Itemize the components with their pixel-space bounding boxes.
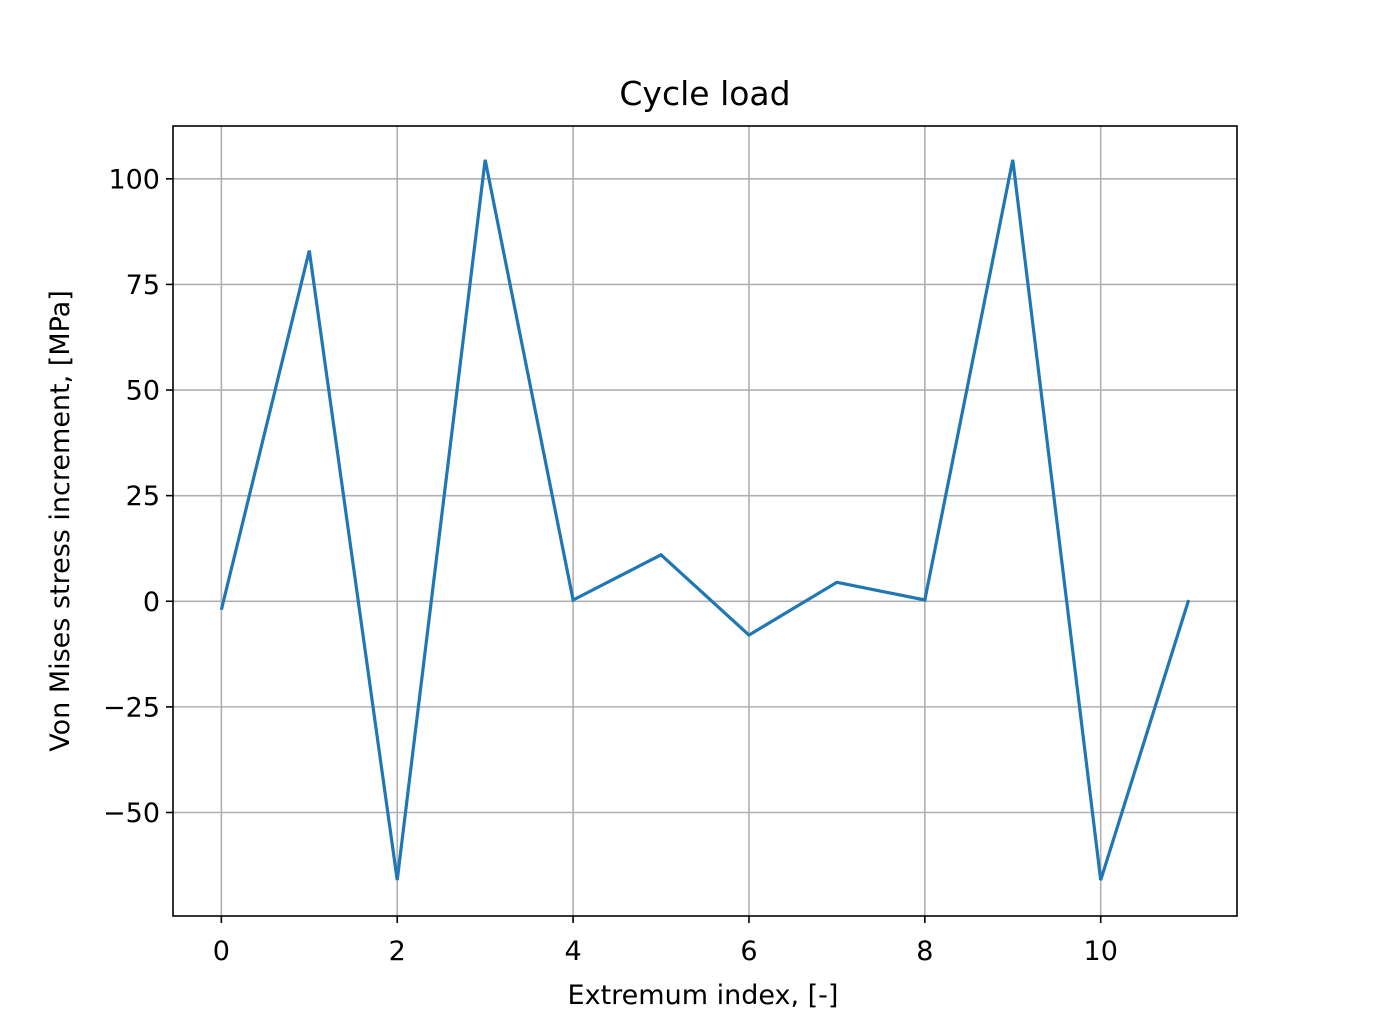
y-tick-label: 75 xyxy=(126,270,160,301)
x-tick-label: 6 xyxy=(740,936,757,967)
y-tick-label: 25 xyxy=(126,481,160,512)
y-tick-label: 0 xyxy=(143,587,160,618)
y-tick-label: −50 xyxy=(103,798,160,829)
y-axis-label: Von Mises stress increment, [MPa] xyxy=(45,290,76,752)
y-tick-label: 100 xyxy=(108,164,160,195)
y-tick-label: 50 xyxy=(126,376,160,407)
x-tick-label: 10 xyxy=(1084,936,1118,967)
series-line xyxy=(219,159,1191,881)
chart-title: Cycle load xyxy=(619,74,790,113)
x-tick-label: 2 xyxy=(389,936,406,967)
y-tick-label: −25 xyxy=(103,692,160,723)
x-tick-label: 8 xyxy=(916,936,933,967)
series-layer xyxy=(219,159,1191,881)
ticks: 0 2 4 6 8 10 −50 −25 0 25 50 75 100 xyxy=(103,164,1118,967)
x-tick-label: 0 xyxy=(213,936,230,967)
plot-frame xyxy=(172,125,1238,917)
x-axis-label: Extremum index, [-] xyxy=(568,980,839,1011)
grid xyxy=(173,126,1237,916)
x-tick-label: 4 xyxy=(565,936,582,967)
